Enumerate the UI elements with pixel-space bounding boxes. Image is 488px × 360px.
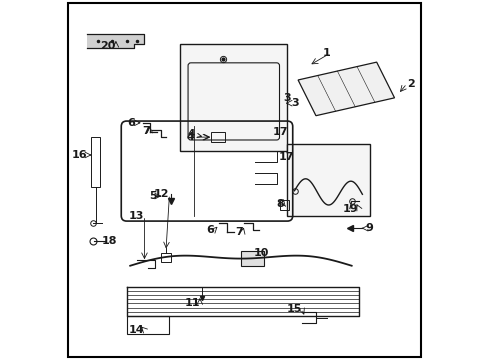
Text: 15: 15 xyxy=(285,303,301,314)
Bar xyxy=(91,137,100,187)
Text: 10: 10 xyxy=(253,248,268,258)
Text: 4: 4 xyxy=(187,129,201,139)
Text: 17: 17 xyxy=(272,127,287,137)
Text: 7: 7 xyxy=(234,227,242,237)
Text: 11: 11 xyxy=(184,298,200,308)
Text: 8: 8 xyxy=(276,199,283,209)
Text: 20: 20 xyxy=(101,41,116,51)
Bar xyxy=(241,251,264,266)
Text: 19: 19 xyxy=(343,203,358,213)
Text: 2: 2 xyxy=(406,78,414,89)
Bar xyxy=(180,44,287,152)
Text: 12: 12 xyxy=(154,189,169,199)
Bar xyxy=(210,132,224,143)
Text: 17: 17 xyxy=(278,152,293,162)
Text: 18: 18 xyxy=(102,236,117,246)
Polygon shape xyxy=(298,62,394,116)
Bar xyxy=(280,200,288,210)
Text: 13: 13 xyxy=(129,211,144,221)
Text: 14: 14 xyxy=(129,325,144,335)
Text: 6: 6 xyxy=(127,118,135,128)
Text: 16: 16 xyxy=(72,150,87,160)
Bar xyxy=(126,316,169,334)
Text: 5: 5 xyxy=(149,191,157,201)
Bar xyxy=(160,253,171,262)
Text: 4: 4 xyxy=(186,132,194,142)
Text: 9: 9 xyxy=(365,223,372,233)
Polygon shape xyxy=(87,33,144,48)
Text: 6: 6 xyxy=(206,225,214,235)
Bar xyxy=(287,144,369,216)
Text: 3: 3 xyxy=(290,98,298,108)
Text: 3: 3 xyxy=(283,93,291,103)
Text: 1: 1 xyxy=(322,48,329,58)
Text: 7: 7 xyxy=(142,126,149,136)
